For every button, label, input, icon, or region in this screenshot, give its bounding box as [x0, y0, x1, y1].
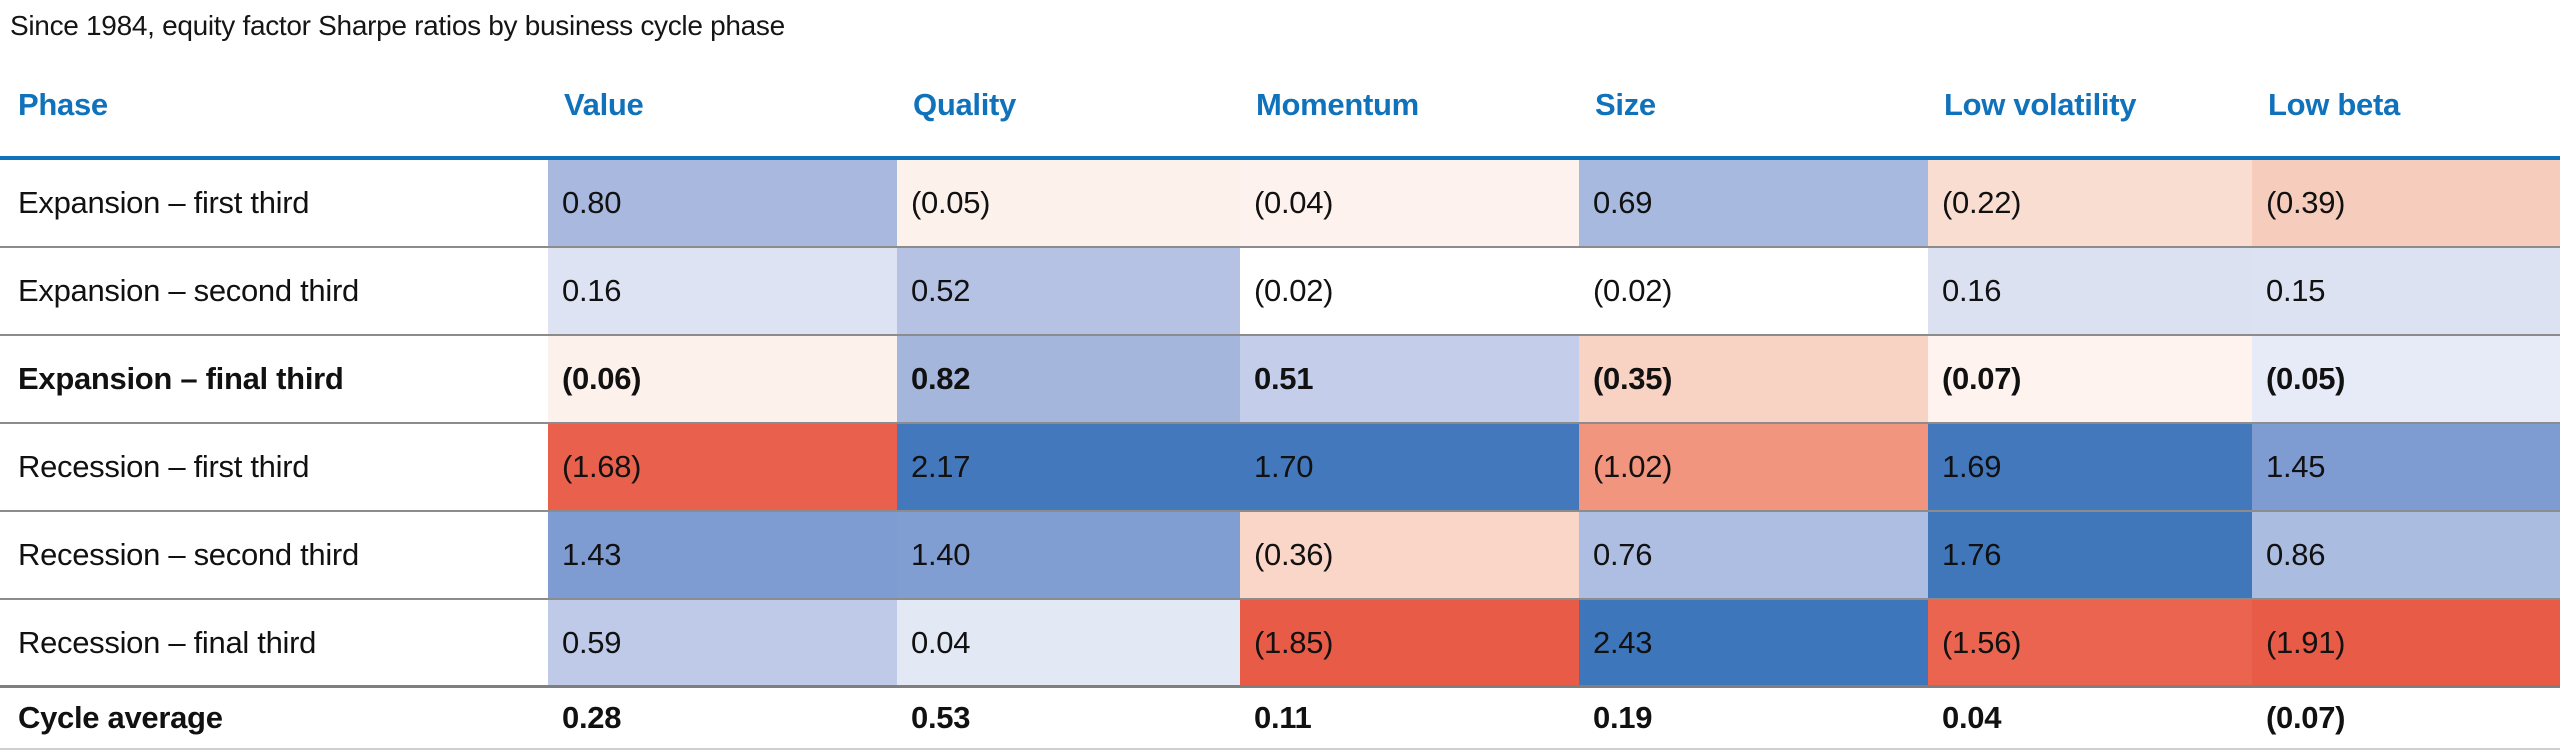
- cell-momentum: (0.04): [1240, 160, 1579, 246]
- table-header-row: Phase Value Quality Momentum Size Low vo…: [0, 54, 2560, 160]
- cell-value: (1.68): [548, 424, 897, 510]
- cell-size: 2.43: [1579, 600, 1928, 685]
- cell-low-volatility: 1.69: [1928, 424, 2252, 510]
- cell-low-beta: 0.86: [2252, 512, 2560, 598]
- column-header-low-beta: Low beta: [2268, 87, 2400, 122]
- column-header-phase: Phase: [18, 87, 108, 122]
- column-header-size: Size: [1595, 87, 1656, 122]
- cell-low-volatility: (0.07): [1928, 336, 2252, 422]
- cell-momentum: (0.02): [1240, 248, 1579, 334]
- cell-quality: 2.17: [897, 424, 1240, 510]
- cell-size: 0.76: [1579, 512, 1928, 598]
- cell-low-volatility: (1.56): [1928, 600, 2252, 685]
- cell-low-volatility: 0.04: [1928, 688, 2252, 748]
- column-header-value: Value: [564, 87, 644, 122]
- table-row-recession-second-third: Recession – second third 1.43 1.40 (0.36…: [0, 512, 2560, 600]
- cell-value: 1.43: [548, 512, 897, 598]
- cell-size: (0.02): [1579, 248, 1928, 334]
- cell-size: (0.35): [1579, 336, 1928, 422]
- column-header-low-volatility: Low volatility: [1944, 87, 2137, 122]
- cell-value: 0.16: [548, 248, 897, 334]
- cell-momentum: (1.85): [1240, 600, 1579, 685]
- row-label: Expansion – first third: [0, 160, 548, 246]
- cell-low-beta: (0.07): [2252, 688, 2560, 748]
- cell-value: 0.28: [548, 688, 897, 748]
- column-header-quality: Quality: [913, 87, 1016, 122]
- cell-quality: 1.40: [897, 512, 1240, 598]
- cell-low-volatility: 1.76: [1928, 512, 2252, 598]
- row-label: Expansion – final third: [0, 336, 548, 422]
- cell-size: 0.69: [1579, 160, 1928, 246]
- cell-low-beta: 1.45: [2252, 424, 2560, 510]
- table-row-cycle-average: Cycle average 0.28 0.53 0.11 0.19 0.04 (…: [0, 688, 2560, 750]
- cell-quality: 0.82: [897, 336, 1240, 422]
- cell-momentum: (0.36): [1240, 512, 1579, 598]
- table-row-expansion-second-third: Expansion – second third 0.16 0.52 (0.02…: [0, 248, 2560, 336]
- table-row-expansion-first-third: Expansion – first third 0.80 (0.05) (0.0…: [0, 160, 2560, 248]
- cell-momentum: 0.51: [1240, 336, 1579, 422]
- cell-value: 0.80: [548, 160, 897, 246]
- cell-value: 0.59: [548, 600, 897, 685]
- cell-value: (0.06): [548, 336, 897, 422]
- row-label: Recession – final third: [0, 600, 548, 685]
- cell-momentum: 0.11: [1240, 688, 1579, 748]
- table-row-recession-final-third: Recession – final third 0.59 0.04 (1.85)…: [0, 600, 2560, 688]
- cell-momentum: 1.70: [1240, 424, 1579, 510]
- cell-size: 0.19: [1579, 688, 1928, 748]
- cell-quality: 0.52: [897, 248, 1240, 334]
- row-label: Cycle average: [0, 688, 548, 748]
- cell-low-volatility: (0.22): [1928, 160, 2252, 246]
- cell-quality: 0.04: [897, 600, 1240, 685]
- cell-quality: (0.05): [897, 160, 1240, 246]
- cell-size: (1.02): [1579, 424, 1928, 510]
- table-row-recession-first-third: Recession – first third (1.68) 2.17 1.70…: [0, 424, 2560, 512]
- cell-quality: 0.53: [897, 688, 1240, 748]
- cell-low-volatility: 0.16: [1928, 248, 2252, 334]
- row-label: Recession – first third: [0, 424, 548, 510]
- column-header-momentum: Momentum: [1256, 87, 1419, 122]
- row-label: Recession – second third: [0, 512, 548, 598]
- row-label: Expansion – second third: [0, 248, 548, 334]
- cell-low-beta: (0.05): [2252, 336, 2560, 422]
- cell-low-beta: 0.15: [2252, 248, 2560, 334]
- table-row-expansion-final-third: Expansion – final third (0.06) 0.82 0.51…: [0, 336, 2560, 424]
- cell-low-beta: (1.91): [2252, 600, 2560, 685]
- figure-title: Since 1984, equity factor Sharpe ratios …: [10, 10, 785, 41]
- cell-low-beta: (0.39): [2252, 160, 2560, 246]
